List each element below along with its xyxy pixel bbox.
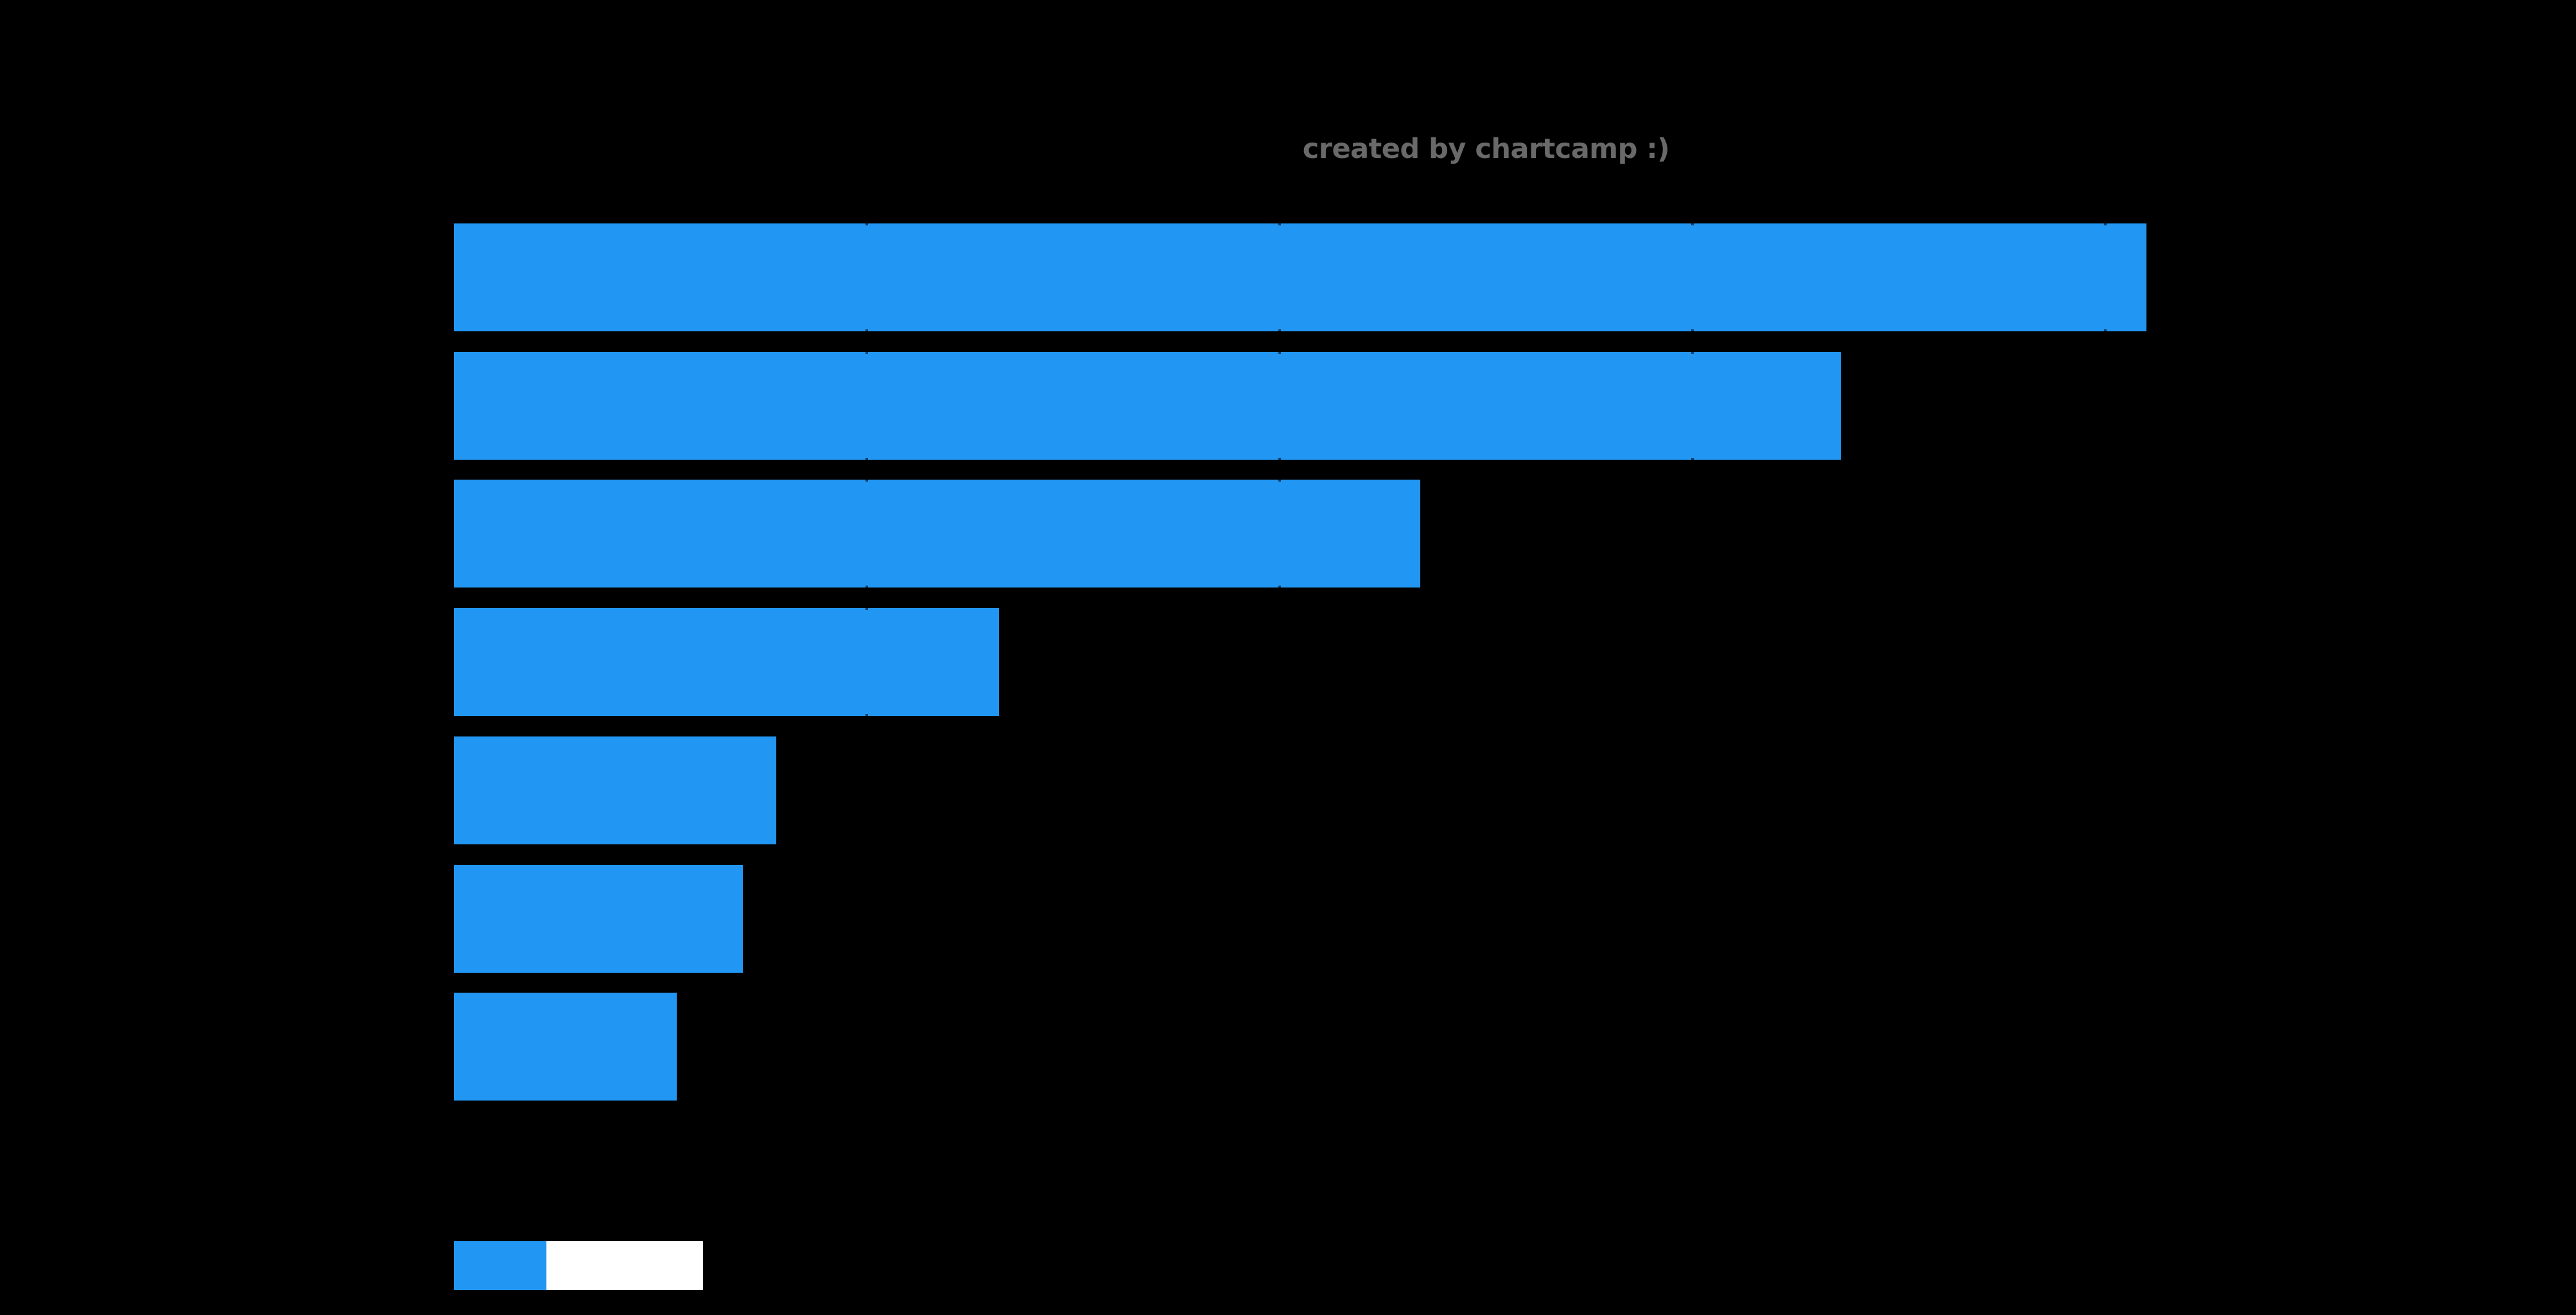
grid-nub: [1691, 458, 1694, 461]
grid-nub: [2104, 329, 2107, 333]
bar-row-5: [454, 736, 776, 844]
grid-nub: [1278, 478, 1281, 482]
grid-nub: [1278, 222, 1281, 225]
grid-nub: [866, 478, 868, 482]
grid-nub: [866, 458, 868, 461]
grid-nub: [866, 222, 868, 225]
legend-swatch-blue: [454, 1241, 546, 1290]
legend-label-white-block: [546, 1241, 703, 1290]
grid-nub: [1278, 351, 1281, 354]
grid-nub: [1691, 329, 1694, 333]
bar-row-4: [454, 608, 999, 716]
bar-row-2: [454, 352, 1841, 460]
gridline-x-2: [1691, 223, 1694, 1101]
grid-nub: [1278, 458, 1281, 461]
gridline-x-1: [1278, 223, 1281, 1101]
bar-row-3: [454, 480, 1420, 588]
bar-row-6: [454, 865, 743, 973]
grid-nub: [866, 714, 868, 717]
grid-nub: [2104, 222, 2107, 225]
grid-nub: [1691, 222, 1694, 225]
grid-nub: [1278, 586, 1281, 589]
bar-row-1: [454, 223, 2146, 331]
legend: [454, 1241, 703, 1290]
grid-nub: [866, 329, 868, 333]
gridline-x-3: [2104, 223, 2107, 1101]
grid-nub: [866, 607, 868, 610]
grid-nub: [1691, 351, 1694, 354]
grid-nub: [866, 351, 868, 354]
watermark-text: created by chartcamp :): [1302, 133, 1670, 165]
grid-nub: [866, 586, 868, 589]
bar-row-7: [454, 993, 677, 1101]
grid-nub: [1278, 329, 1281, 333]
